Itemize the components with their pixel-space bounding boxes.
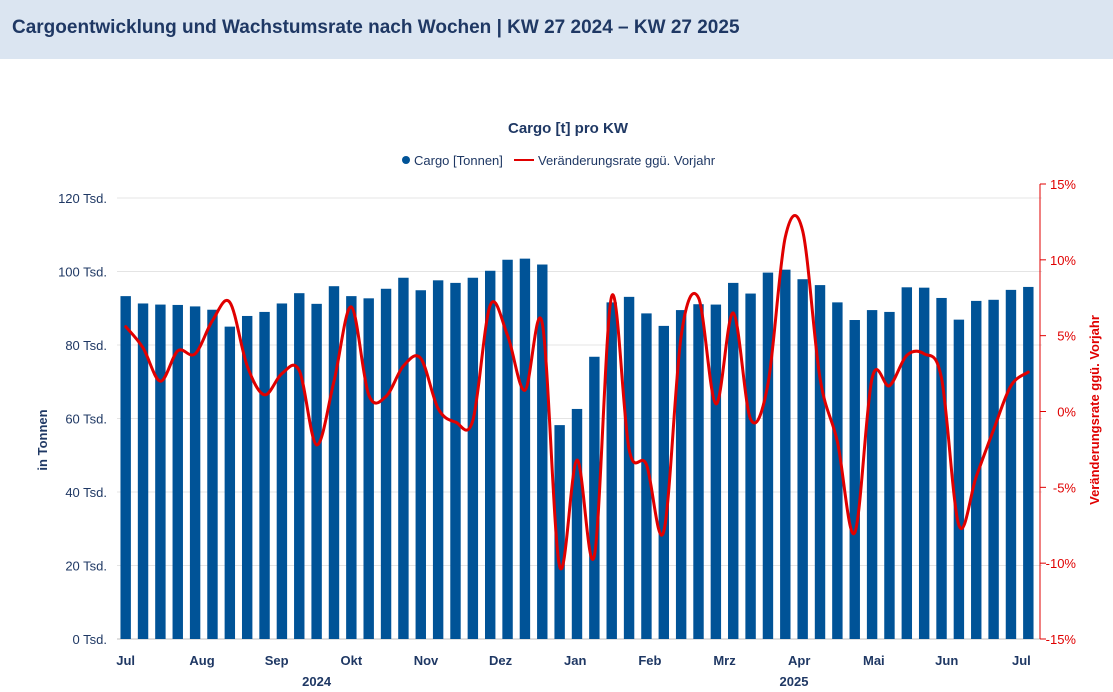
bar <box>901 287 913 639</box>
bar <box>1005 289 1017 639</box>
chart-title: Cargo [t] pro KW <box>508 120 629 137</box>
bar-series <box>120 258 1034 639</box>
bar <box>710 304 722 639</box>
x-tick-label: Aug <box>189 653 214 668</box>
bar <box>207 309 218 639</box>
header-bar: Cargoentwicklung und Wachstumsrate nach … <box>0 0 1113 59</box>
x-year-label: 2024 <box>302 674 332 689</box>
bar <box>988 299 999 639</box>
x-tick-label: Mai <box>863 653 885 668</box>
bar <box>623 296 635 639</box>
y-tick-label: 20 Tsd. <box>65 559 107 574</box>
y-tick-label: 0 Tsd. <box>73 632 107 647</box>
bar <box>363 298 374 639</box>
bar <box>762 272 774 639</box>
y-tick-label: 60 Tsd. <box>65 412 107 427</box>
bar <box>294 293 305 639</box>
x-year-label: 2025 <box>780 674 809 689</box>
bar <box>120 296 131 639</box>
bar <box>467 277 479 639</box>
bar <box>953 319 965 639</box>
page-title: Cargoentwicklung und Wachstumsrate nach … <box>12 17 740 38</box>
bar <box>675 310 687 639</box>
bar <box>641 313 652 639</box>
bar <box>328 286 340 639</box>
x-tick-label: Okt <box>341 653 363 668</box>
bar <box>745 293 756 639</box>
bar <box>502 259 513 639</box>
bar <box>866 310 878 639</box>
y2-axis-title: Veränderungsrate ggü. Vorjahr <box>1087 315 1102 505</box>
bar <box>241 315 253 639</box>
bar <box>884 311 895 639</box>
bar <box>658 325 669 639</box>
y2-tick-label: -5% <box>1053 480 1077 495</box>
y-tick-label: 100 Tsd. <box>58 265 107 280</box>
x-tick-label: Jan <box>564 653 586 668</box>
bar <box>780 269 791 639</box>
bar <box>693 304 704 639</box>
y-axis-title: in Tonnen <box>35 409 50 470</box>
x-tick-label: Nov <box>414 653 439 668</box>
bar <box>519 258 531 639</box>
x-axis: Jul Aug Sep Okt Nov Dez Jan Feb Mrz Apr Mai Jun Jul 2… <box>116 653 1030 689</box>
y-tick-label: 80 Tsd. <box>65 338 107 353</box>
legend: Cargo [Tonnen] Veränderungsrate ggü. Vor… <box>402 153 716 168</box>
legend-rate-label: Veränderungsrate ggü. Vorjahr <box>538 153 716 168</box>
bar <box>971 300 982 639</box>
bar <box>589 356 600 639</box>
bar <box>918 287 930 639</box>
x-tick-label: Apr <box>788 653 810 668</box>
y2-tick-label: 15% <box>1050 177 1076 192</box>
bar <box>189 306 201 639</box>
bar <box>606 302 617 639</box>
x-tick-label: Mrz <box>713 653 736 668</box>
bar <box>728 282 739 639</box>
bar <box>450 282 461 639</box>
bar <box>554 425 565 639</box>
x-tick-label: Jun <box>935 653 958 668</box>
rate-line <box>124 214 1030 571</box>
y2-tick-label: -10% <box>1046 556 1077 571</box>
legend-cargo-marker <box>402 156 410 164</box>
x-tick-label: Sep <box>265 653 289 668</box>
bar <box>936 297 947 639</box>
bar <box>1023 286 1034 639</box>
x-tick-label: Feb <box>638 653 661 668</box>
bar <box>259 311 270 639</box>
y2-tick-label: 5% <box>1057 329 1076 344</box>
x-tick-label: Jul <box>116 653 135 668</box>
bar <box>224 326 236 639</box>
bar <box>849 320 860 639</box>
y-tick-label: 120 Tsd. <box>58 191 107 206</box>
bar <box>485 270 496 639</box>
bar <box>432 280 444 639</box>
y-axis-right: -15% -10% -5% 0% 5% 10% 15% <box>1039 177 1077 647</box>
bar <box>155 304 166 639</box>
bar <box>137 303 149 639</box>
bar <box>276 303 288 639</box>
y2-tick-label: 10% <box>1050 253 1076 268</box>
y-tick-label: 40 Tsd. <box>65 485 107 500</box>
bar <box>311 303 322 639</box>
bar <box>832 302 843 639</box>
legend-cargo-label: Cargo [Tonnen] <box>414 153 503 168</box>
bar <box>537 264 548 639</box>
y-axis-left: 0 Tsd. 20 Tsd. 40 Tsd. 60 Tsd. 80 Tsd. 100 Ts… <box>58 191 107 647</box>
y2-tick-label: 0% <box>1057 405 1076 420</box>
bar <box>814 285 826 639</box>
bar <box>398 277 409 639</box>
y2-tick-label: -15% <box>1046 632 1077 647</box>
bar <box>380 288 392 639</box>
x-tick-label: Jul <box>1012 653 1031 668</box>
bar <box>346 296 357 639</box>
bar <box>797 279 808 639</box>
bar <box>415 290 426 639</box>
bar <box>571 408 583 639</box>
x-tick-label: Dez <box>489 653 513 668</box>
bar <box>172 304 183 639</box>
chart: Cargo [t] pro KW Cargo [Tonnen] Veränder… <box>35 120 1102 689</box>
